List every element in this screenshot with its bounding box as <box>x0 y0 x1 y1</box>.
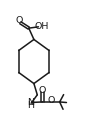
Text: O: O <box>47 96 54 105</box>
Text: O: O <box>38 86 46 95</box>
Text: OH: OH <box>34 22 48 31</box>
Text: H: H <box>27 101 34 110</box>
Text: O: O <box>15 16 23 25</box>
Text: N: N <box>27 98 34 107</box>
